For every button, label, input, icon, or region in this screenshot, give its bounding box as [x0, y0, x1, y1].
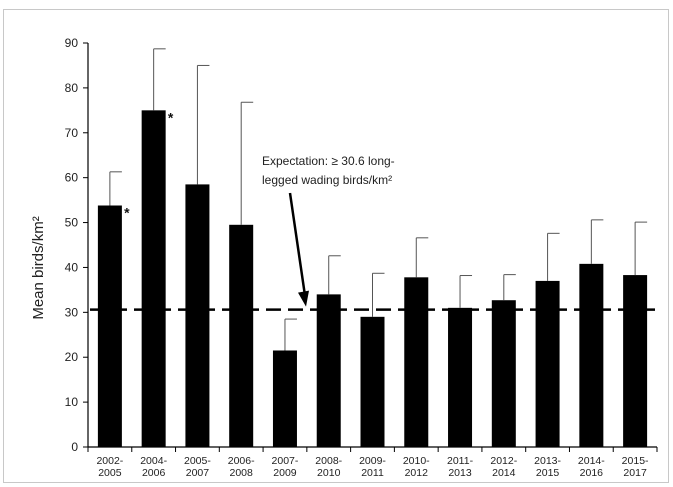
annotation-arrow-shaft — [288, 192, 307, 296]
y-tick-label: 50 — [65, 216, 79, 230]
x-tick-label: 2012-2014 — [490, 455, 517, 479]
x-tick-label: 2014-2016 — [578, 455, 605, 479]
bar — [623, 275, 648, 447]
x-tick-label: 2002-2005 — [96, 455, 123, 479]
bar — [360, 316, 385, 447]
bar — [491, 300, 516, 447]
significance-marker: * — [168, 109, 174, 125]
y-tick-label: 10 — [65, 395, 79, 409]
bars-group: ** — [90, 48, 657, 447]
annotation-line-1: Expectation: ≥ 30.6 long- — [262, 154, 395, 168]
y-tick-label: 90 — [65, 36, 79, 50]
y-tick-label: 30 — [65, 305, 79, 319]
x-tick-label: 2005-2007 — [184, 455, 211, 479]
annotation-line-2: legged wading birds/km² — [262, 173, 392, 187]
y-axis-title: Mean birds/km² — [30, 216, 47, 319]
x-tick-label: 2011-2013 — [447, 455, 474, 479]
x-tick-label: 2015-2017 — [622, 455, 649, 479]
bar — [272, 350, 297, 447]
bar — [229, 224, 254, 447]
y-tick-label: 60 — [65, 171, 79, 185]
x-tick-label: 2013-2015 — [534, 455, 561, 479]
y-tick-label: 80 — [65, 81, 79, 95]
y-tick-label: 70 — [65, 126, 79, 140]
bar — [316, 294, 341, 447]
y-tick-label: 40 — [65, 260, 79, 274]
bar — [535, 280, 560, 447]
annotation-arrow-head — [298, 290, 309, 307]
y-tick-label: 0 — [71, 440, 78, 454]
bar — [404, 277, 429, 447]
x-tick-label: 2007-2009 — [272, 455, 299, 479]
significance-marker: * — [124, 204, 130, 220]
bar — [448, 307, 473, 447]
bar — [141, 110, 166, 447]
expectation-annotation: Expectation: ≥ 30.6 long- legged wading … — [262, 154, 395, 307]
x-axis: 2002-2005 2004-2006 2005-2007 2006-2008 2007… — [87, 446, 658, 479]
x-tick-label: 2009-2011 — [359, 455, 386, 479]
bar — [579, 263, 604, 447]
bar — [97, 205, 122, 447]
y-tick-label: 20 — [65, 350, 79, 364]
x-tick-label: 2004-2006 — [140, 455, 167, 479]
y-axis: 0 10 20 30 40 50 60 70 80 90 — [65, 36, 89, 454]
x-tick-label: 2008-2010 — [315, 455, 342, 479]
bar — [185, 184, 210, 447]
x-tick-label: 2010-2012 — [403, 455, 430, 479]
x-tick-label: 2006-2008 — [228, 455, 255, 479]
